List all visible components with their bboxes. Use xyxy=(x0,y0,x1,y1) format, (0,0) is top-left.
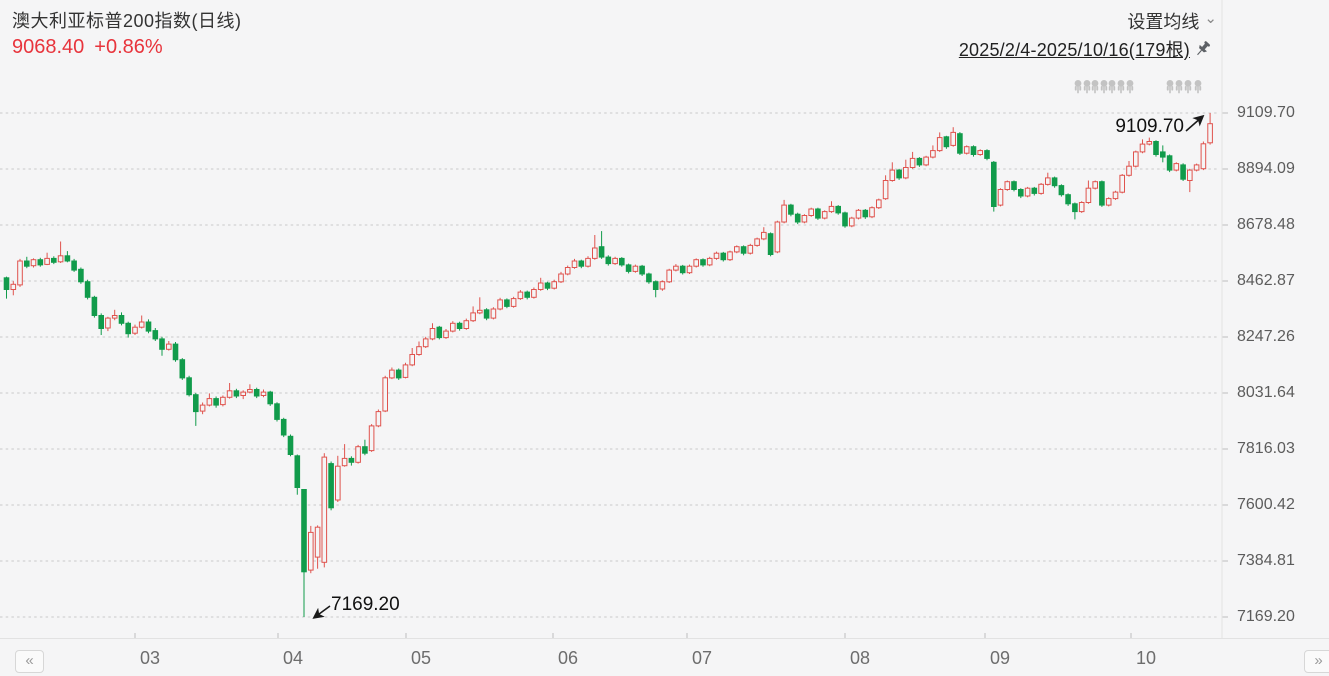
chevron-down-icon: ⌄ xyxy=(1204,10,1217,27)
x-axis-label: 07 xyxy=(691,648,713,668)
pin-marker-icon[interactable] xyxy=(1083,80,1091,94)
candlestick-chart-canvas[interactable] xyxy=(0,0,1329,638)
pin-marker-icon[interactable] xyxy=(1175,80,1183,94)
x-axis-label: 10 xyxy=(1135,648,1157,668)
x-axis-label: 06 xyxy=(557,648,579,668)
y-axis-label: 7600.42 xyxy=(1237,496,1295,513)
chart-area[interactable] xyxy=(0,0,1329,638)
y-axis-label: 7169.20 xyxy=(1237,608,1295,625)
chart-title: 澳大利亚标普200指数(日线) xyxy=(12,11,242,31)
y-axis-label: 8031.64 xyxy=(1237,384,1295,401)
pushpin-icon[interactable] xyxy=(1194,40,1213,59)
y-axis-label: 7816.03 xyxy=(1237,440,1295,457)
pin-marker-icon[interactable] xyxy=(1091,80,1099,94)
date-range-link[interactable]: 2025/2/4-2025/10/16(179根) xyxy=(958,40,1190,60)
y-axis-label: 8462.87 xyxy=(1237,272,1295,289)
ma-settings-label: 设置均线 xyxy=(1127,12,1200,32)
scroll-left-button[interactable]: « xyxy=(15,650,44,673)
period-low-annotation: 7169.20 xyxy=(331,594,400,615)
scroll-right-button[interactable]: » xyxy=(1304,650,1329,673)
x-axis-bar: « » 03 04 05 06 07 08 09 10 xyxy=(0,638,1329,676)
pin-marker-icon[interactable] xyxy=(1194,80,1202,94)
x-axis-label: 04 xyxy=(282,648,304,668)
y-axis-label: 8678.48 xyxy=(1237,216,1295,233)
y-axis-label: 7384.81 xyxy=(1237,552,1295,569)
date-range-row: 2025/2/4-2025/10/16(179根) xyxy=(959,36,1213,62)
ma-settings-button[interactable]: 设置均线 ⌄ xyxy=(1127,8,1217,34)
candlestick-series xyxy=(3,113,1213,617)
x-axis-label: 09 xyxy=(989,648,1011,668)
pin-marker-icon[interactable] xyxy=(1074,80,1082,94)
pin-marker-icon[interactable] xyxy=(1108,80,1116,94)
pin-marker-icon[interactable] xyxy=(1184,80,1192,94)
y-axis-label: 8894.09 xyxy=(1237,160,1295,177)
period-high-annotation: 9109.70 xyxy=(1115,116,1184,137)
last-price: 9068.40 xyxy=(12,36,85,58)
pin-marker-icon[interactable] xyxy=(1100,80,1108,94)
price-row: 9068.40 +0.86% xyxy=(12,36,173,59)
y-axis-label: 8247.26 xyxy=(1237,328,1295,345)
pin-marker-icon[interactable] xyxy=(1126,80,1134,94)
x-axis-label: 08 xyxy=(849,648,871,668)
pin-marker-icon[interactable] xyxy=(1166,80,1174,94)
y-axis-label: 9109.70 xyxy=(1237,104,1295,121)
pin-marker-icon[interactable] xyxy=(1117,80,1125,94)
x-axis-label: 03 xyxy=(139,648,161,668)
x-axis-label: 05 xyxy=(410,648,432,668)
change-percent: +0.86% xyxy=(94,36,163,58)
